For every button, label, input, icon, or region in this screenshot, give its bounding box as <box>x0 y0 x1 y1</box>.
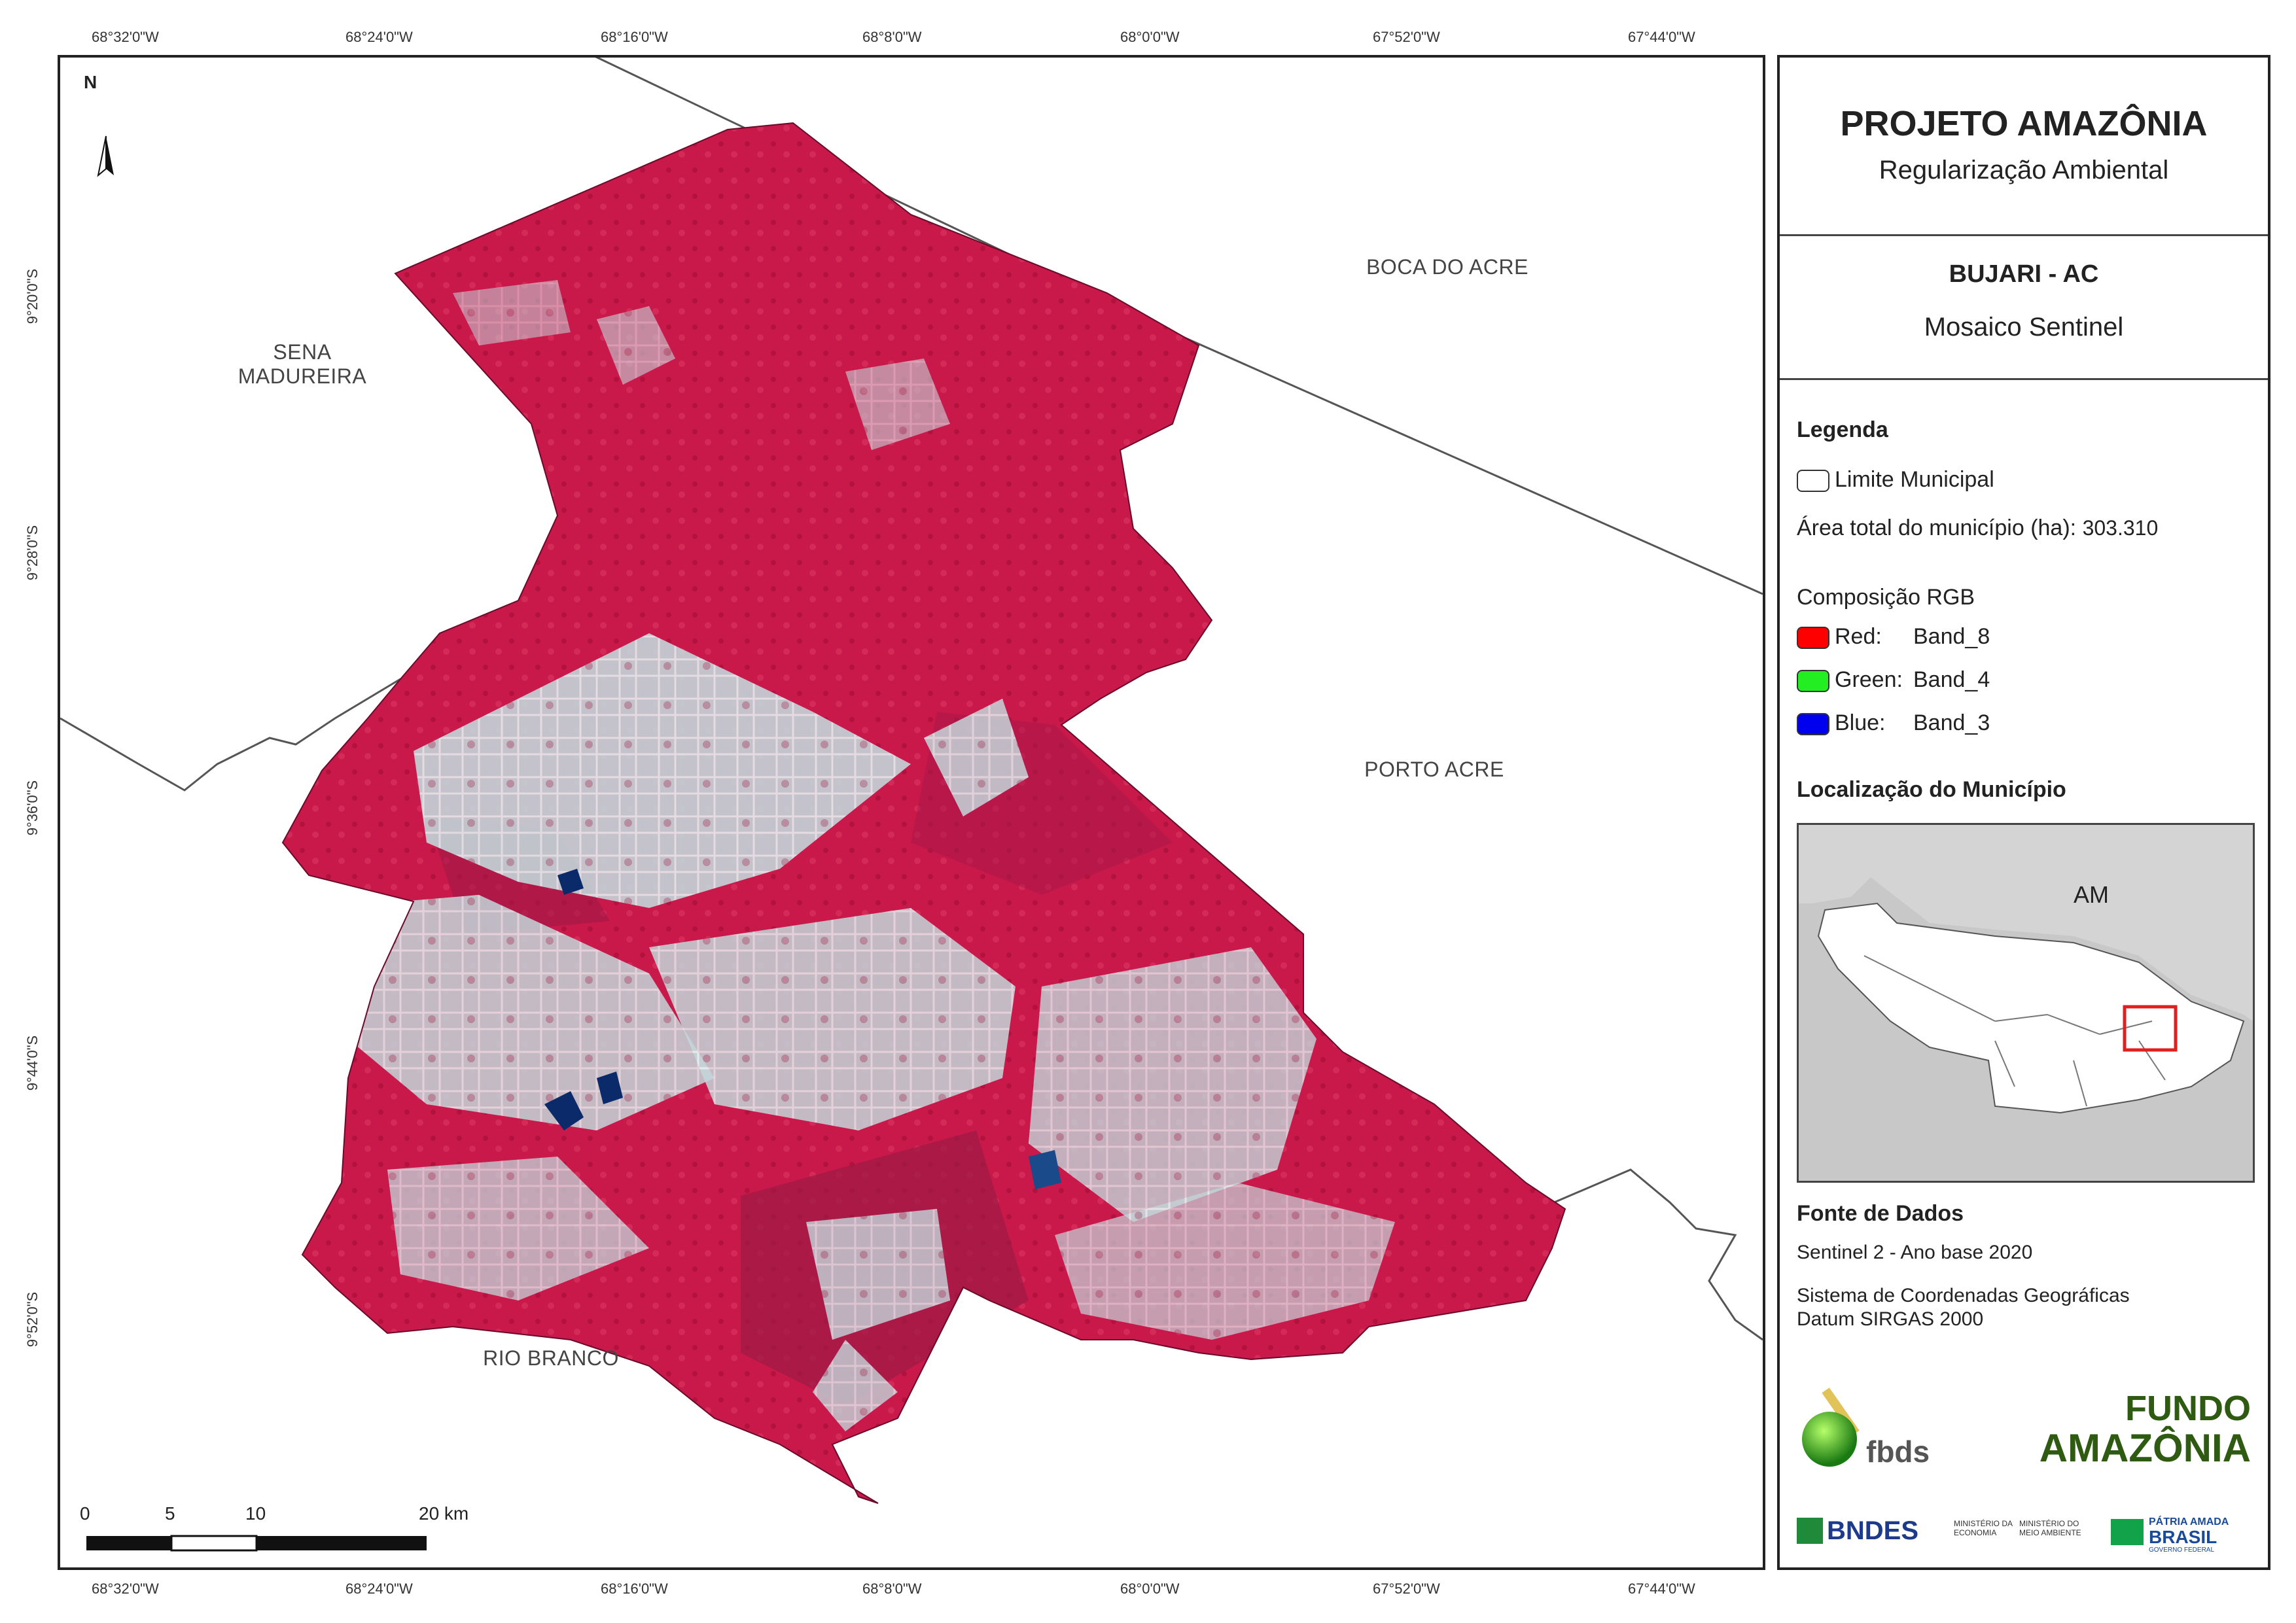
panel-title: PROJETO AMAZÔNIA <box>1840 104 2208 143</box>
municipal-boundary <box>281 122 1566 1504</box>
place-label-boca-do-acre: BOCA DO ACRE <box>1366 255 1528 279</box>
boundary-swatch <box>1797 470 1829 493</box>
legend-boundary: Limite Municipal <box>1797 467 1994 493</box>
legend-heading: Legenda <box>1797 417 1888 442</box>
sources-line1: Sentinel 2 - Ano base 2020 <box>1797 1242 2033 1263</box>
lon-label: 68°24'0"W <box>345 1580 413 1597</box>
lon-label: 67°44'0"W <box>1628 1580 1695 1597</box>
lon-label: 68°32'0"W <box>92 1580 159 1597</box>
area-value: 303.310 <box>2082 516 2159 540</box>
locator-highlight <box>2123 1005 2178 1052</box>
patria-text: PÁTRIA AMADA <box>2149 1516 2229 1527</box>
scale-tick-20: 20 km <box>419 1503 469 1524</box>
map-canvas[interactable] <box>60 58 1763 1567</box>
sources-line3: Datum SIRGAS 2000 <box>1797 1308 1984 1330</box>
rgb-heading: Composição RGB <box>1797 585 1975 610</box>
band-row-blue: Blue: Band_3 <box>1797 710 1990 736</box>
brasil-text: BRASIL <box>2149 1527 2217 1547</box>
lon-label: 68°0'0"W <box>1120 1580 1180 1597</box>
scale-tick-5: 5 <box>165 1503 175 1524</box>
lon-label: 68°16'0"W <box>601 1580 668 1597</box>
north-arrow-icon <box>97 135 114 177</box>
map-frame[interactable]: N SENA MADUREIRA BOCA DO ACRE PORTO ACRE… <box>58 55 1765 1570</box>
satellite-mosaic <box>283 123 1565 1503</box>
lat-label: 9°52'0"S <box>24 1291 41 1348</box>
lon-label: 68°16'0"W <box>601 29 668 45</box>
state-label-am: AM <box>2074 881 2109 908</box>
lon-label: 67°44'0"W <box>1628 29 1695 45</box>
red-swatch <box>1797 627 1829 650</box>
band-row-red: Red: Band_8 <box>1797 624 1990 650</box>
boundary-line <box>60 678 401 792</box>
place-label-sena-madureira: SENA MADUREIRA <box>238 340 367 388</box>
amazonia-text: AMAZÔNIA <box>2039 1426 2251 1470</box>
band-channel: Blue: <box>1835 710 1886 735</box>
lon-label: 67°52'0"W <box>1373 29 1440 45</box>
band-name: Band_3 <box>1913 710 1990 735</box>
lon-label: 68°8'0"W <box>862 29 922 45</box>
divider <box>1780 378 2268 380</box>
north-label: N <box>84 72 97 92</box>
green-swatch <box>1797 670 1829 693</box>
panel-subtitle: Regularização Ambiental <box>1879 156 2169 184</box>
fundo-text: FUNDO <box>2125 1389 2251 1428</box>
place-label-rio-branco: RIO BRANCO <box>483 1346 619 1370</box>
lat-label: 9°28'0"S <box>24 525 41 581</box>
legend-area: Área total do município (ha): 303.310 <box>1797 515 2158 541</box>
min-economia-text: MINISTÉRIO DA ECONOMIA <box>1954 1519 2013 1537</box>
brasil-flag-icon <box>2111 1519 2144 1545</box>
min-meio-text: MINISTÉRIO DO MEIO AMBIENTE <box>2019 1519 2081 1537</box>
place-label-porto-acre: PORTO ACRE <box>1364 758 1504 781</box>
boundary-line <box>1538 1168 1763 1341</box>
sponsor-logos: BNDES MINISTÉRIO DA ECONOMIA MINISTÉRIO … <box>1797 1516 2255 1556</box>
mosaic-label: Mosaico Sentinel <box>1924 313 2124 341</box>
fbds-logo: fbds <box>1797 1379 1954 1477</box>
fbds-text: fbds <box>1866 1435 1930 1469</box>
locator-map: AM <box>1797 823 2255 1183</box>
divider <box>1780 234 2268 236</box>
band-name: Band_4 <box>1913 667 1990 692</box>
lat-label: 9°36'0"S <box>24 780 41 836</box>
lon-label: 68°8'0"W <box>862 1580 922 1597</box>
fundo-amazonia-logo: FUNDO AMAZÔNIA <box>1976 1389 2251 1475</box>
locator-map-canvas <box>1799 877 2253 1181</box>
municipality-name: BUJARI - AC <box>1949 260 2099 288</box>
scale-tick-10: 10 <box>245 1503 266 1524</box>
bndes-icon <box>1797 1518 1823 1544</box>
gov-text: GOVERNO FEDERAL <box>2149 1546 2215 1554</box>
scale-bar <box>86 1535 427 1552</box>
lon-label: 67°52'0"W <box>1373 1580 1440 1597</box>
location-heading: Localização do Município <box>1797 777 2066 802</box>
lon-label: 68°32'0"W <box>92 29 159 45</box>
band-name: Band_8 <box>1913 624 1990 649</box>
lat-label: 9°20'0"S <box>24 268 41 324</box>
info-panel: PROJETO AMAZÔNIA Regularização Ambiental… <box>1777 55 2270 1570</box>
band-row-green: Green: Band_4 <box>1797 667 1990 693</box>
area-label: Área total do município (ha): <box>1797 515 2077 540</box>
lat-label: 9°44'0"S <box>24 1035 41 1091</box>
scale-tick-0: 0 <box>80 1503 90 1524</box>
bndes-text: BNDES <box>1827 1516 1919 1545</box>
sources-line2: Sistema de Coordenadas Geográficas <box>1797 1285 2130 1306</box>
band-channel: Green: <box>1835 667 1903 692</box>
boundary-label: Limite Municipal <box>1835 467 1994 492</box>
lon-label: 68°0'0"W <box>1120 29 1180 45</box>
band-channel: Red: <box>1835 624 1882 649</box>
fbds-globe-icon <box>1802 1387 1860 1467</box>
blue-swatch <box>1797 713 1829 736</box>
lon-label: 68°24'0"W <box>345 29 413 45</box>
sources-heading: Fonte de Dados <box>1797 1201 1964 1226</box>
